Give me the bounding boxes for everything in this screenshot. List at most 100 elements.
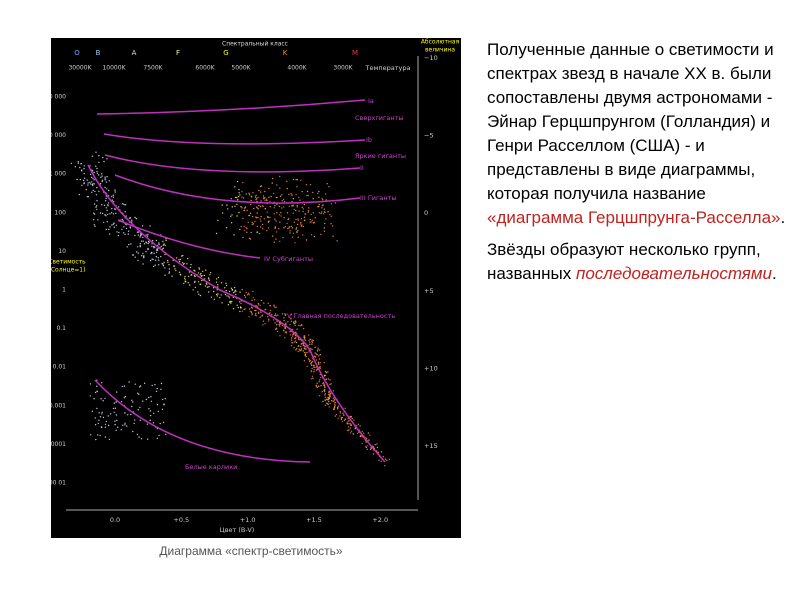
star [275,315,277,317]
star [96,407,98,410]
star [310,378,313,380]
star [318,363,320,365]
star [260,200,262,202]
star [236,203,238,205]
star [320,385,322,387]
star [97,422,100,425]
star [100,176,102,178]
star [128,217,131,219]
star [151,252,153,254]
star [286,180,288,182]
star [197,272,200,274]
background [51,38,461,538]
star [132,254,134,256]
star [304,353,307,356]
star [115,212,117,215]
star [278,322,281,324]
star [372,453,375,455]
star [312,222,315,224]
star [305,184,308,186]
star [86,179,88,181]
star [248,237,251,240]
star [138,436,140,438]
star [189,266,192,269]
star [322,382,324,385]
star [330,223,332,225]
star [294,324,296,327]
star [175,257,178,259]
star [98,419,100,421]
star [322,213,325,215]
star [104,214,106,216]
star [131,219,133,221]
star [318,212,320,214]
star [83,168,85,170]
star [85,188,87,191]
star [149,414,152,417]
star [236,304,238,306]
star [230,222,233,224]
star [300,218,303,220]
star [158,434,160,437]
star [284,328,286,330]
star [366,448,368,450]
tick-label: −10 [424,54,438,62]
star [149,419,151,421]
star [313,369,315,371]
star [300,179,302,182]
star [151,384,153,387]
star [139,385,142,387]
star [224,293,227,296]
text: . [780,208,786,227]
sequence-label: IV Субгиганты [264,255,313,263]
star [101,179,104,181]
star [309,343,311,345]
star [140,438,143,440]
star [243,294,246,297]
star [269,205,271,208]
star [288,193,290,196]
star [388,458,390,460]
star [147,233,149,236]
star [96,390,98,392]
star [334,405,336,407]
star [275,220,277,222]
star [142,400,144,402]
star [99,416,102,418]
star [81,184,83,186]
star [292,232,295,235]
star [302,225,304,228]
star [115,414,118,416]
star [294,322,296,324]
star [264,190,266,193]
star [327,378,330,380]
star [149,259,152,262]
star [199,294,202,297]
star [96,200,98,202]
star [104,423,107,426]
star [235,293,237,296]
star [93,179,95,181]
star [337,408,339,410]
star [326,397,328,399]
star [340,417,343,419]
star [104,397,106,400]
star [238,211,240,214]
star [321,197,323,200]
tick-label: +10 [424,364,438,372]
star [264,199,266,202]
star [249,214,251,217]
star [323,208,326,210]
star [181,255,183,257]
star [111,208,113,210]
star [145,234,147,236]
star [316,386,318,389]
star [238,192,240,194]
star [164,244,166,247]
star [240,306,242,309]
star [94,417,97,419]
star [228,295,230,297]
star [310,362,313,364]
star [302,234,304,236]
star [117,426,119,428]
